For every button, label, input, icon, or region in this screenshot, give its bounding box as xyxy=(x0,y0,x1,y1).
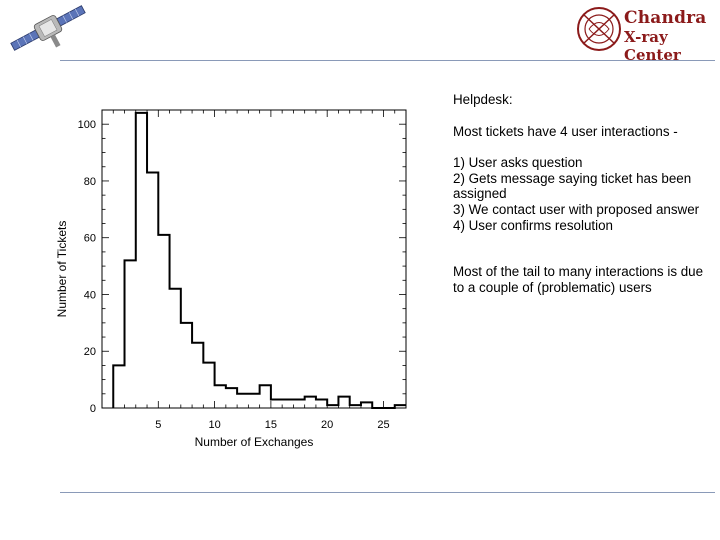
x-tick-label: 10 xyxy=(208,419,220,431)
y-tick-label: 40 xyxy=(84,289,96,301)
notes-step: 3) We contact user with proposed answer xyxy=(453,201,700,217)
notes-intro: Most tickets have 4 user interactions - xyxy=(453,123,678,139)
y-tick-label: 80 xyxy=(84,176,96,188)
notes-step: 1) User asks question xyxy=(453,155,583,171)
satellite-icon xyxy=(10,5,86,51)
header-divider xyxy=(60,60,715,61)
logo-title: Chandra xyxy=(624,8,707,28)
y-tick-label: 100 xyxy=(78,119,96,131)
x-tick-label: 15 xyxy=(265,419,277,431)
x-tick-label: 5 xyxy=(155,419,161,431)
helpdesk-notes: Helpdesk: Most tickets have 4 user inter… xyxy=(453,92,708,311)
y-axis-label: Number of Tickets xyxy=(55,221,69,318)
x-axis-label: Number of Exchanges xyxy=(195,435,314,449)
y-tick-label: 60 xyxy=(84,233,96,245)
notes-heading: Helpdesk: xyxy=(453,92,513,107)
notes-step: 2) Gets message saying ticket has been a… xyxy=(453,170,692,202)
footer-divider xyxy=(60,492,715,493)
notes-step: 4) User confirms resolution xyxy=(453,217,613,233)
y-tick-label: 20 xyxy=(84,346,96,358)
plot-frame xyxy=(101,109,407,409)
x-tick-label: 25 xyxy=(377,419,389,431)
logo-subtitle: X-ray Center xyxy=(624,28,681,64)
chandra-logo-icon xyxy=(577,7,621,51)
x-tick-label: 20 xyxy=(321,419,333,431)
notes-tail: Most of the tail to many interactions is… xyxy=(453,264,704,295)
histogram-chart: 5 10 15 20 25 0 20 40 60 80 100 Number of Exchange… xyxy=(55,109,407,449)
y-tick-label: 0 xyxy=(90,403,96,415)
notes-steps: 1) User asks question 2) Gets message sa… xyxy=(453,155,708,233)
histogram-step-line xyxy=(112,111,406,409)
